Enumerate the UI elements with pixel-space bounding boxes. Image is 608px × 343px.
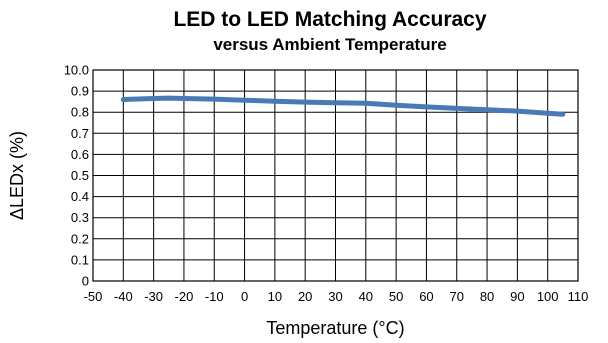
x-tick-label: -50 — [84, 289, 103, 304]
x-tick-label: -30 — [144, 289, 163, 304]
x-tick-label: 100 — [537, 289, 559, 304]
y-tick-label: 0.5 — [71, 168, 89, 183]
x-tick-labels: -50 -40 -30 -20 -10 0 10 20 30 40 50 60 70 80 90 100 110 — [84, 289, 589, 304]
x-tick-label: 80 — [480, 289, 494, 304]
chart-subtitle: versus Ambient Temperature — [213, 35, 447, 54]
y-tick-label: 0.2 — [71, 231, 89, 246]
y-tick-label: 0.7 — [71, 126, 89, 141]
y-axis-label: ΔLEDx (%) — [7, 131, 27, 220]
x-tick-label: 90 — [510, 289, 524, 304]
y-tick-label: 0 — [82, 274, 89, 289]
x-tick-label: -10 — [205, 289, 224, 304]
x-tick-label: -20 — [175, 289, 194, 304]
x-tick-label: 40 — [359, 289, 373, 304]
y-tick-label: 0.8 — [71, 105, 89, 120]
x-tick-label: 70 — [450, 289, 464, 304]
x-tick-label: -40 — [114, 289, 133, 304]
chart-title: LED to LED Matching Accuracy — [173, 8, 487, 31]
y-tick-label: 10.0 — [64, 63, 89, 78]
y-tick-label: 0.3 — [71, 210, 89, 225]
x-tick-label: 110 — [568, 289, 589, 304]
y-tick-label: 0.9 — [71, 84, 89, 99]
x-tick-label: 60 — [419, 289, 433, 304]
x-tick-label: 10 — [268, 289, 282, 304]
series-lines — [120, 95, 566, 117]
x-tick-label: 50 — [389, 289, 403, 304]
x-tick-label: 30 — [328, 289, 342, 304]
plot-frame — [92, 69, 579, 282]
y-tick-label: 0.1 — [71, 252, 89, 267]
x-tick-label: 0 — [241, 289, 248, 304]
y-tick-label: 0.4 — [71, 189, 89, 204]
x-tick-label: 20 — [298, 289, 312, 304]
series-line — [120, 95, 566, 117]
x-axis-label: Temperature (°C) — [266, 318, 404, 338]
y-tick-label: 0.6 — [71, 147, 89, 162]
y-tick-labels: 0 0.1 0.2 0.3 0.4 0.5 0.6 0.7 0.8 0.9 10.0 — [64, 63, 89, 289]
